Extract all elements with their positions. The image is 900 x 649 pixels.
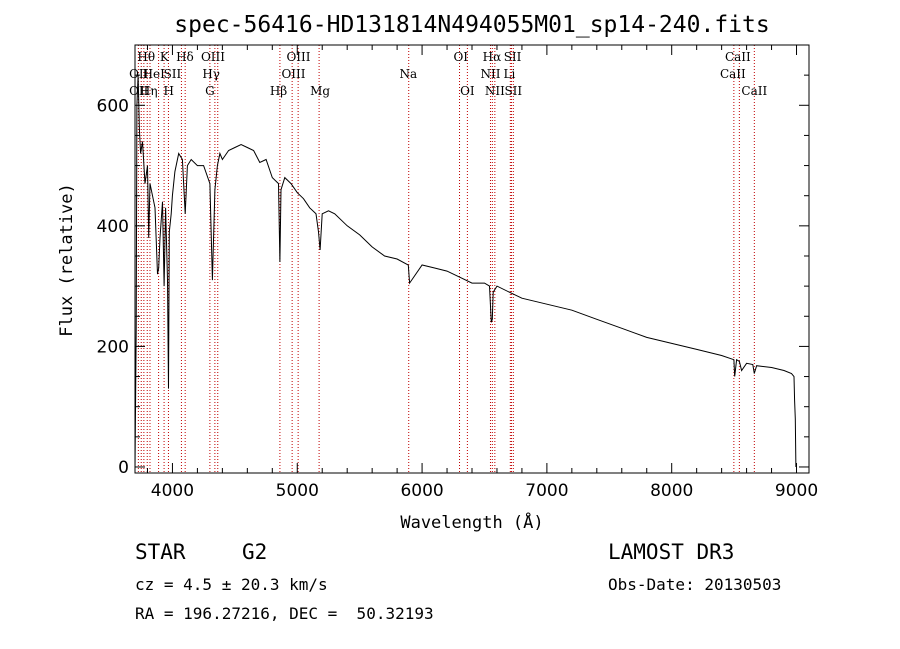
line-annotation: CaII [725,50,751,64]
y-tick-label: 200 [97,337,129,357]
line-annotation: G [205,84,215,98]
line-annotation: Hγ [202,67,220,81]
line-annotation: Li [504,67,516,81]
spectrum-line [134,75,797,471]
x-tick-label: 6000 [400,481,443,501]
line-annotation: HeI [143,67,166,81]
line-annotation: Hα [483,50,502,64]
axis-ticks: 4000 5000 6000 7000 8000 9000 0 200 400 600 [97,45,818,501]
line-annotation: K [160,50,170,64]
x-axis-label: Wavelength (Å) [400,511,543,533]
x-tick-label: 8000 [650,481,693,501]
line-annotation: NII [485,84,505,98]
x-tick-label: 9000 [775,481,818,501]
x-tick-label: 7000 [525,481,568,501]
plot-frame [134,44,810,474]
line-annotation: CaII [741,84,767,98]
line-annotation: OIII [201,50,225,64]
object-class: STAR [135,540,186,564]
obs-date: Obs-Date: 20130503 [608,575,782,594]
coordinates-text: RA = 196.27216, DEC = 50.32193 [135,604,434,623]
line-annotation: OIII [286,50,310,64]
line-annotation: SII [504,50,522,64]
chart-title: spec-56416-HD131814N494055M01_sp14-240.f… [174,12,769,38]
line-annotation: OII [129,67,149,81]
line-annotation: NII [480,67,500,81]
redshift-text: cz = 4.5 ± 20.3 km/s [135,575,328,594]
line-annotation: CaII [720,67,746,81]
y-tick-label: 600 [97,96,129,116]
spectrum-series [134,75,797,471]
line-annotation: Hθ [137,50,155,64]
line-annotation: SII [504,84,522,98]
line-annotation: Hδ [176,50,194,64]
y-tick-label: 400 [97,217,129,237]
survey-name: LAMOST DR3 [608,540,735,564]
line-annotation: SII [164,67,182,81]
line-annotation: OI [460,84,475,98]
line-annotation: Na [400,67,418,81]
y-tick-label: 0 [118,458,129,478]
line-annotation: OII [129,84,149,98]
y-axis-label: Flux (relative) [57,183,77,337]
object-subclass: G2 [242,540,268,564]
line-annotation: Hη [140,84,158,98]
line-markers [137,45,755,473]
line-annotation: H [163,84,173,98]
x-tick-label: 5000 [276,481,319,501]
line-annotation: OI [453,50,468,64]
line-annotation: OIII [281,67,305,81]
line-annotation: Hβ [270,84,287,98]
line-annotation: Mg [310,84,330,98]
x-tick-label: 4000 [151,481,194,501]
